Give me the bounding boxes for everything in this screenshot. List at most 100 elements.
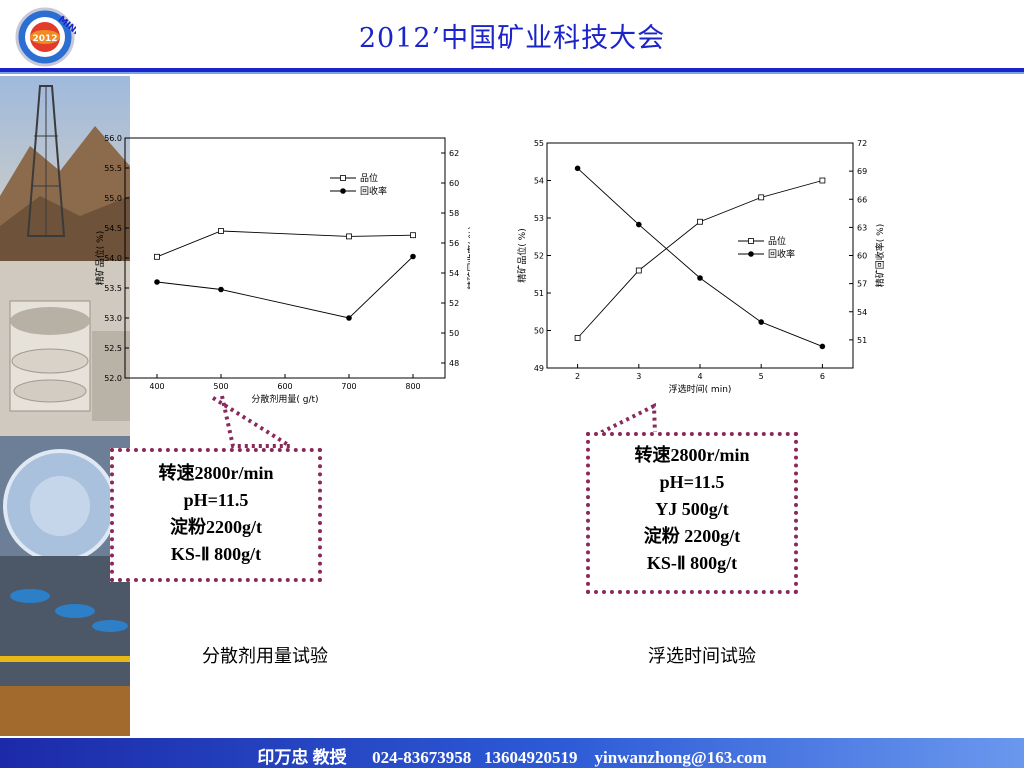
y-tick-label: 54.0 <box>104 254 122 263</box>
y-tick-label: 53.5 <box>104 284 122 293</box>
x-axis-label: 分散剂用量( g/t) <box>251 393 318 405</box>
y-tick-label: 55.0 <box>104 194 122 203</box>
dispersant-dosage-chart: 400 500 600 700 800 52.0 52.5 53.0 53.5 54.0 54.5 5… <box>94 134 470 405</box>
y-tick-label: 55 <box>534 139 544 148</box>
footer-name: 印万忠 教授 <box>257 748 347 767</box>
y2-tick-label: 60 <box>857 252 867 261</box>
callout-line: KS-Ⅱ 800g/t <box>170 544 262 564</box>
data-point <box>635 267 642 274</box>
y2-tick-label: 57 <box>857 280 867 289</box>
footer-mobile: 13604920519 <box>484 748 578 767</box>
x-axis-label: 浮选时间( min) <box>669 383 732 395</box>
y-tick-label: 52.0 <box>104 374 122 383</box>
legend-marker <box>748 238 754 244</box>
footer: 印万忠 教授 024-83673958 13604920519 yinwanzh… <box>0 738 1024 768</box>
callout-line: 淀粉2200g/t <box>170 517 262 537</box>
y-tick-label: 56.0 <box>104 134 122 143</box>
callout-line: pH=11.5 <box>659 472 725 492</box>
callout-line: 转速2800r/min <box>158 463 274 483</box>
y2-tick-label: 63 <box>857 223 867 232</box>
data-point <box>346 315 352 321</box>
logo-year: 2012 <box>32 34 57 44</box>
data-point <box>218 228 224 234</box>
series-line-回收率 <box>156 256 414 319</box>
data-point <box>574 335 581 341</box>
x-tick-label: 4 <box>697 372 702 381</box>
legend-marker <box>748 251 754 257</box>
data-point <box>154 279 160 285</box>
flotation-plant-photo <box>0 436 130 736</box>
legend-label: 回收率 <box>360 185 387 197</box>
legend-marker <box>340 188 346 194</box>
callout-line: 淀粉 2200g/t <box>643 526 741 546</box>
y2-axis-label: 精矿回收率( %) <box>466 226 470 289</box>
y-tick-label: 51 <box>534 289 544 298</box>
data-point <box>410 232 416 239</box>
y-tick-label: 54.5 <box>104 224 122 233</box>
drilling-rig-photo <box>0 76 130 266</box>
x-tick-label: 800 <box>405 382 420 391</box>
data-point <box>758 194 765 201</box>
left-conditions-callout: 转速2800r/min pH=11.5 淀粉2200g/t KS-Ⅱ 800g/t <box>110 448 322 582</box>
data-point <box>819 177 826 184</box>
right-caption: 浮选时间试验 <box>648 646 756 667</box>
legend-label: 回收率 <box>768 248 795 260</box>
y2-tick-label: 62 <box>449 149 459 158</box>
page-title: 2012’中国矿业科技大会 <box>358 23 666 54</box>
callout-line: KS-Ⅱ 800g/t <box>646 553 738 573</box>
legend-marker <box>340 175 346 181</box>
data-point <box>154 253 160 260</box>
data-point <box>636 221 642 228</box>
x-tick-label: 2 <box>575 372 580 381</box>
data-point <box>697 218 703 225</box>
y-tick-label: 53.0 <box>104 314 122 323</box>
x-tick-label: 6 <box>820 372 825 381</box>
data-point <box>410 253 416 260</box>
y2-tick-label: 66 <box>857 195 867 204</box>
right-callout-pointer <box>597 402 658 436</box>
right-conditions-callout: 转速2800r/min pH=11.5 YJ 500g/t 淀粉 2200g/t KS-… <box>586 432 798 594</box>
y-tick-label: 52 <box>534 252 544 261</box>
data-point <box>758 319 764 325</box>
left-caption: 分散剂用量试验 <box>202 646 328 667</box>
footer-contact: 印万忠 教授 024-83673958 13604920519 yinwanzh… <box>0 743 1024 768</box>
callout-line: YJ 500g/t <box>655 499 729 519</box>
y-tick-label: 53 <box>534 214 544 223</box>
x-tick-label: 5 <box>759 372 764 381</box>
data-point <box>819 343 826 350</box>
y2-tick-label: 72 <box>857 139 867 148</box>
header: 2012 MINING 2012’中国矿业科技大会 <box>0 0 1024 74</box>
series-line-品位 <box>156 230 414 258</box>
y2-tick-label: 51 <box>857 336 867 345</box>
x-tick-label: 400 <box>149 382 164 391</box>
y-axis-label: 精矿品位( %) <box>516 228 528 282</box>
y2-tick-label: 50 <box>449 329 459 338</box>
data-point <box>218 286 224 293</box>
y2-tick-label: 48 <box>449 359 459 368</box>
data-point <box>346 233 352 240</box>
legend-label: 品位 <box>360 172 378 184</box>
sidebar-photos <box>0 76 130 736</box>
callout-line: 转速2800r/min <box>634 445 750 465</box>
y-tick-label: 54 <box>534 177 544 186</box>
y2-tick-label: 69 <box>857 167 867 176</box>
y-tick-label: 55.5 <box>104 164 122 173</box>
left-callout-pointer <box>208 394 297 448</box>
y2-tick-label: 52 <box>449 299 459 308</box>
y-axis-label: 精矿品位( %) <box>94 231 106 285</box>
header-rule-light <box>0 72 1024 74</box>
legend-label: 品位 <box>768 235 786 247</box>
header-rule <box>0 68 1024 72</box>
footer-email: yinwanzhong@163.com <box>594 748 767 767</box>
footer-phone: 024-83673958 <box>372 748 472 767</box>
x-tick-label: 500 <box>213 382 228 391</box>
crusher-photo <box>0 261 130 436</box>
y-tick-label: 52.5 <box>104 344 122 353</box>
y2-tick-label: 54 <box>449 269 459 278</box>
x-tick-label: 3 <box>636 372 641 381</box>
mining-logo-icon: 2012 MINING <box>15 7 76 67</box>
x-tick-label: 600 <box>277 382 292 391</box>
y2-tick-label: 60 <box>449 179 459 188</box>
y2-axis-label: 精矿回收率( %) <box>874 224 886 287</box>
